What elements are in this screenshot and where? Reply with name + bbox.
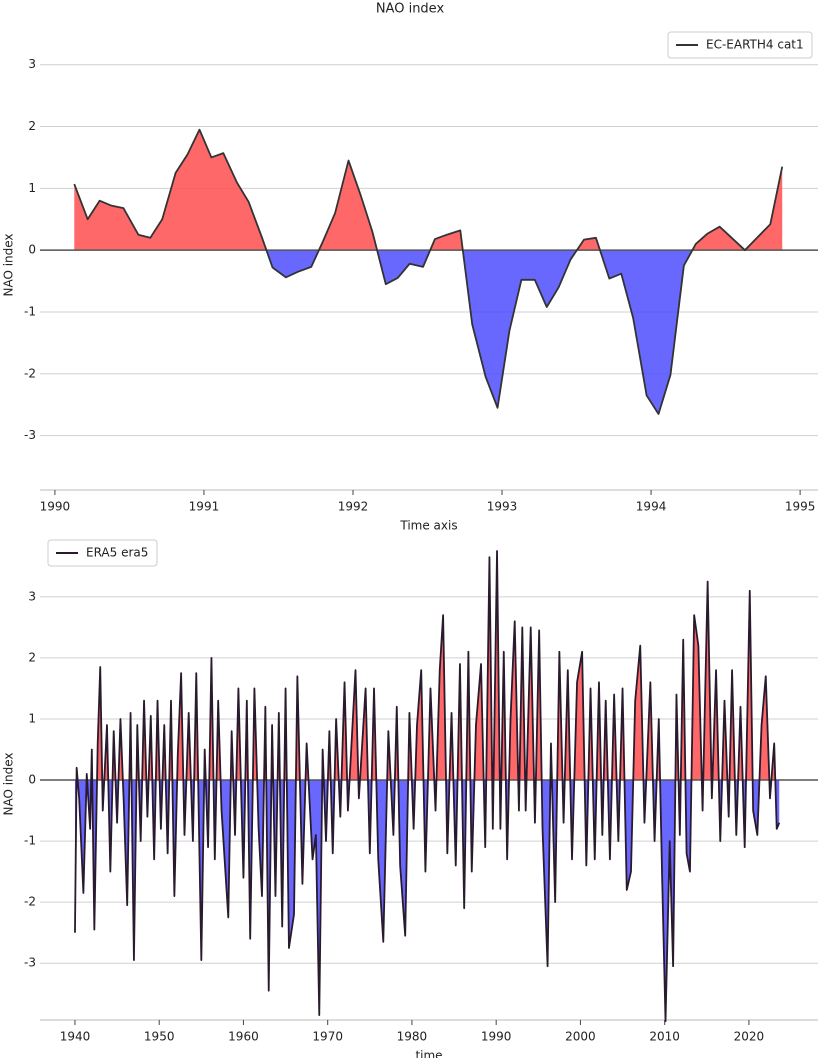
y-tick-label: -1: [24, 304, 36, 318]
data-line: [74, 550, 781, 1023]
y-tick-label: 3: [28, 589, 36, 603]
legend: EC-EARTH4 cat1: [667, 31, 813, 59]
y-tick-label: -3: [24, 956, 36, 970]
y-tick-label: 2: [28, 650, 36, 664]
x-tick-label: 1994: [636, 500, 667, 514]
positive-area: [74, 129, 783, 251]
chart-title: NAO index: [376, 2, 445, 17]
y-tick-label: 1: [28, 181, 36, 195]
x-axis-label: Time axis: [399, 519, 457, 533]
x-tick-label: 1995: [785, 500, 816, 514]
y-tick-label: 3: [28, 57, 36, 71]
x-tick-label: 1991: [189, 500, 220, 514]
x-tick-label: 1980: [397, 1030, 428, 1044]
legend-label: EC-EARTH4 cat1: [706, 38, 804, 52]
y-tick-label: 1: [28, 711, 36, 725]
legend-box: [47, 539, 158, 567]
x-tick-label: 1970: [312, 1030, 343, 1044]
x-tick-label: 1992: [338, 500, 369, 514]
y-tick-label: -2: [24, 366, 36, 380]
y-axis-label: NAO index: [2, 752, 16, 815]
positive-area: [74, 551, 780, 781]
y-tick-label: 0: [28, 773, 36, 787]
y-tick-label: 2: [28, 119, 36, 133]
x-tick-label: 1993: [487, 500, 518, 514]
legend-box: [667, 31, 813, 59]
x-tick-label: 1950: [144, 1030, 175, 1044]
legend: ERA5 era5: [47, 539, 158, 567]
x-axis-label: time: [415, 1049, 442, 1058]
y-tick-label: -2: [24, 895, 36, 909]
y-tick-label: 0: [28, 243, 36, 257]
x-tick-label: 1940: [60, 1030, 91, 1044]
y-tick-label: -1: [24, 834, 36, 848]
x-tick-label: 2000: [565, 1030, 596, 1044]
x-tick-label: 1990: [40, 500, 71, 514]
x-tick-label: 1990: [481, 1030, 512, 1044]
y-tick-label: -3: [24, 428, 36, 442]
negative-area: [74, 250, 783, 414]
x-tick-label: 1960: [228, 1030, 259, 1044]
legend-label: ERA5 era5: [86, 546, 148, 560]
data-line: [73, 128, 784, 415]
y-axis-label: NAO index: [2, 233, 16, 296]
x-tick-label: 2020: [734, 1030, 765, 1044]
x-tick-label: 2010: [649, 1030, 680, 1044]
